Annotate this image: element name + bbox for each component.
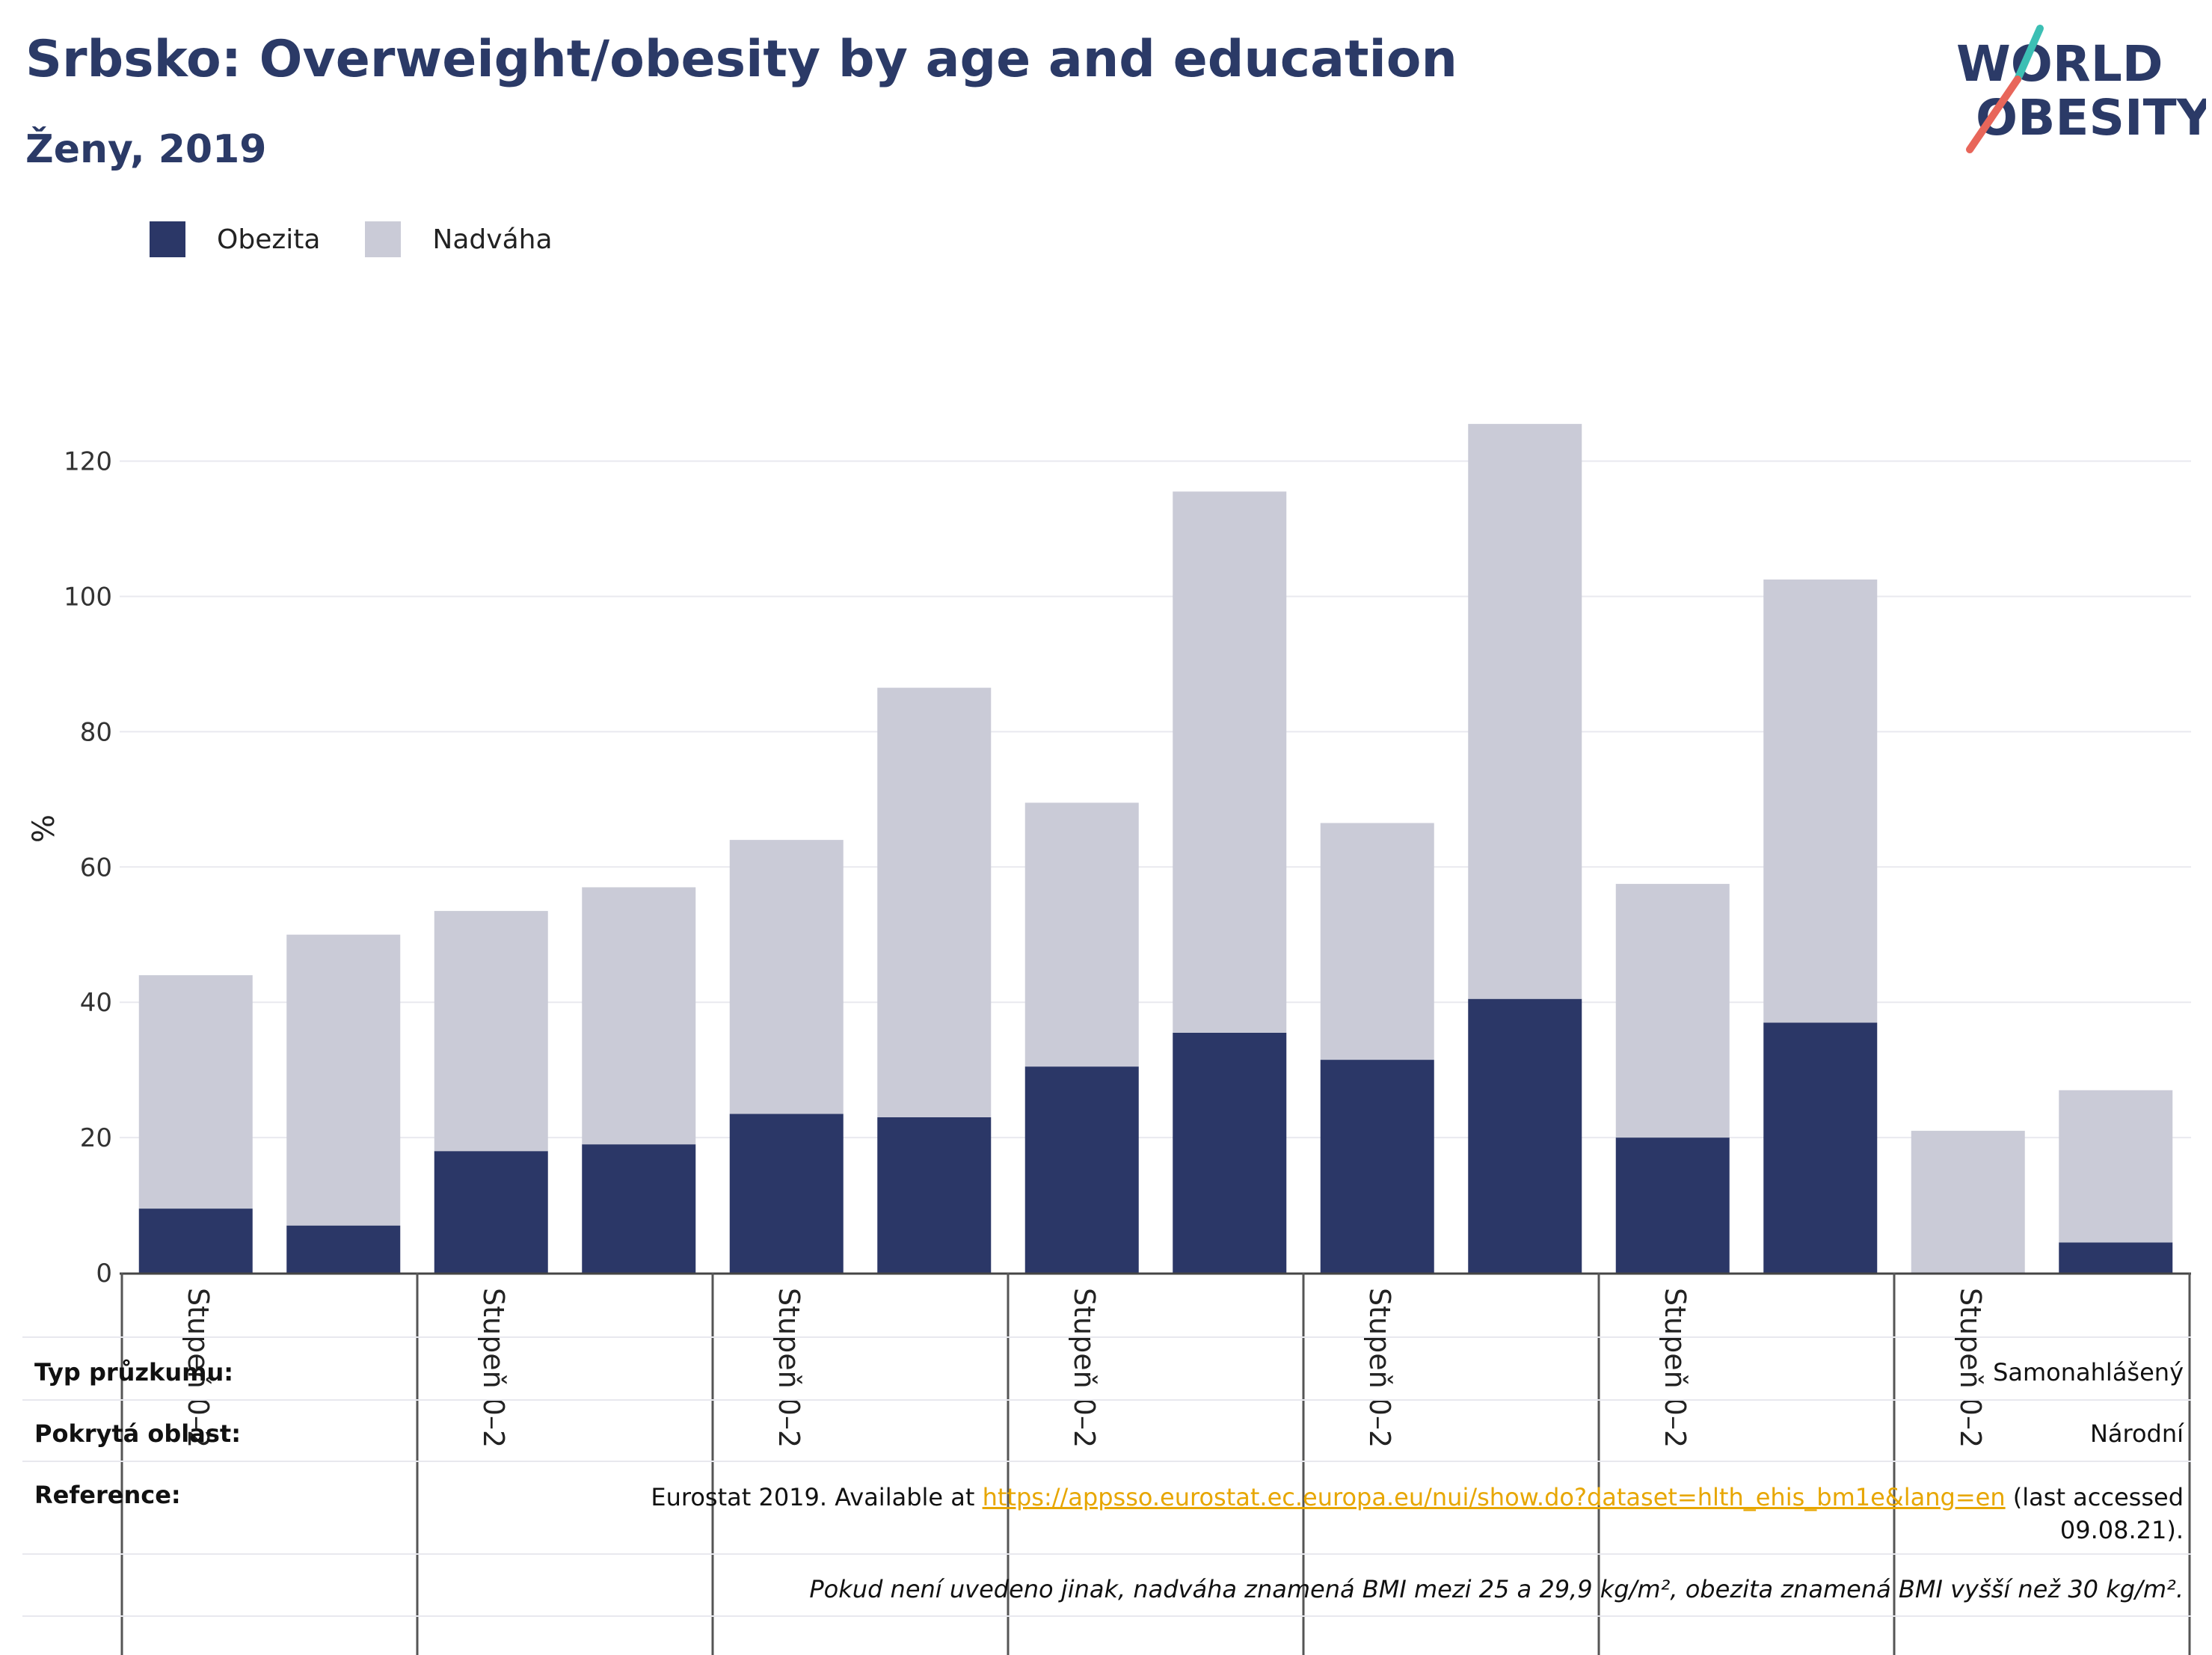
bar-nadvaha-5 — [729, 840, 844, 1114]
legend-item-obezita[interactable]: Obezita — [150, 221, 320, 257]
x-category-label: Stupeň 0–2 — [1659, 1288, 1692, 1448]
legend-item-nadvaha[interactable]: Nadváha — [365, 221, 553, 257]
bar-obezita-9 — [1320, 1060, 1434, 1273]
bar-obezita-11 — [1615, 1137, 1730, 1273]
y-tick-label: 0 — [96, 1259, 112, 1289]
y-tick-label: 100 — [64, 583, 112, 612]
chart-subtitle: Ženy, 2019 — [25, 127, 267, 172]
y-tick-label: 40 — [80, 988, 112, 1018]
bar-nadvaha-13 — [1911, 1131, 2025, 1273]
x-category-label: Stupeň 0–2 — [1954, 1288, 1987, 1448]
bar-obezita-10 — [1468, 998, 1582, 1273]
x-category-label: Stupeň 0–2 — [182, 1288, 215, 1448]
bar-nadvaha-8 — [1173, 491, 1287, 1033]
y-tick-label: 80 — [80, 717, 112, 747]
logo-line1: WORLD — [1956, 35, 2163, 93]
x-category-label: Stupeň 0–2 — [1363, 1288, 1396, 1448]
world-obesity-logo: WORLD OBESITY — [1956, 25, 2206, 153]
bar-nadvaha-9 — [1320, 823, 1434, 1060]
bar-obezita-6 — [877, 1117, 992, 1273]
bar-nadvaha-14 — [2059, 1090, 2173, 1243]
logo-slash-top — [2014, 25, 2044, 83]
bar-nadvaha-10 — [1468, 423, 1582, 999]
logo-slash-bottom — [1966, 76, 2021, 153]
bar-nadvaha-6 — [877, 687, 992, 1117]
bar-obezita-3 — [434, 1151, 548, 1273]
y-tick-label: 60 — [80, 853, 112, 882]
bar-nadvaha-7 — [1024, 802, 1139, 1067]
bar-obezita-14 — [2059, 1242, 2173, 1273]
chart-title: Srbsko: Overweight/obesity by age and ed… — [25, 30, 1457, 89]
bar-obezita-7 — [1024, 1066, 1139, 1273]
x-category-label: Stupeň 0–2 — [1068, 1288, 1101, 1448]
legend-label-nadvaha: Nadváha — [432, 224, 553, 255]
logo-line2: OBESITY — [1976, 89, 2206, 147]
chart-legend: Obezita Nadváha — [150, 221, 597, 257]
x-category-label: Stupeň 0–2 — [477, 1288, 510, 1448]
bar-nadvaha-3 — [434, 911, 548, 1152]
bar-nadvaha-11 — [1615, 883, 1730, 1138]
bar-obezita-12 — [1763, 1022, 1878, 1273]
bar-obezita-1 — [138, 1209, 253, 1273]
bar-nadvaha-4 — [582, 887, 696, 1145]
bar-nadvaha-2 — [286, 934, 401, 1226]
x-category-label: Stupeň 0–2 — [772, 1288, 805, 1448]
bar-obezita-8 — [1173, 1032, 1287, 1273]
bar-obezita-5 — [729, 1114, 844, 1273]
reference-link[interactable]: https://appsso.eurostat.ec.europa.eu/nui… — [982, 1483, 2006, 1511]
legend-label-obezita: Obezita — [217, 224, 321, 255]
y-axis-label: % — [27, 814, 61, 843]
legend-swatch-obezita — [150, 221, 185, 257]
bar-nadvaha-12 — [1763, 579, 1878, 1023]
bar-nadvaha-1 — [138, 975, 253, 1209]
bar-obezita-2 — [286, 1225, 401, 1273]
y-tick-label: 20 — [80, 1123, 112, 1153]
y-tick-label: 120 — [64, 447, 112, 477]
bar-obezita-4 — [582, 1144, 696, 1273]
legend-swatch-nadvaha — [365, 221, 402, 257]
